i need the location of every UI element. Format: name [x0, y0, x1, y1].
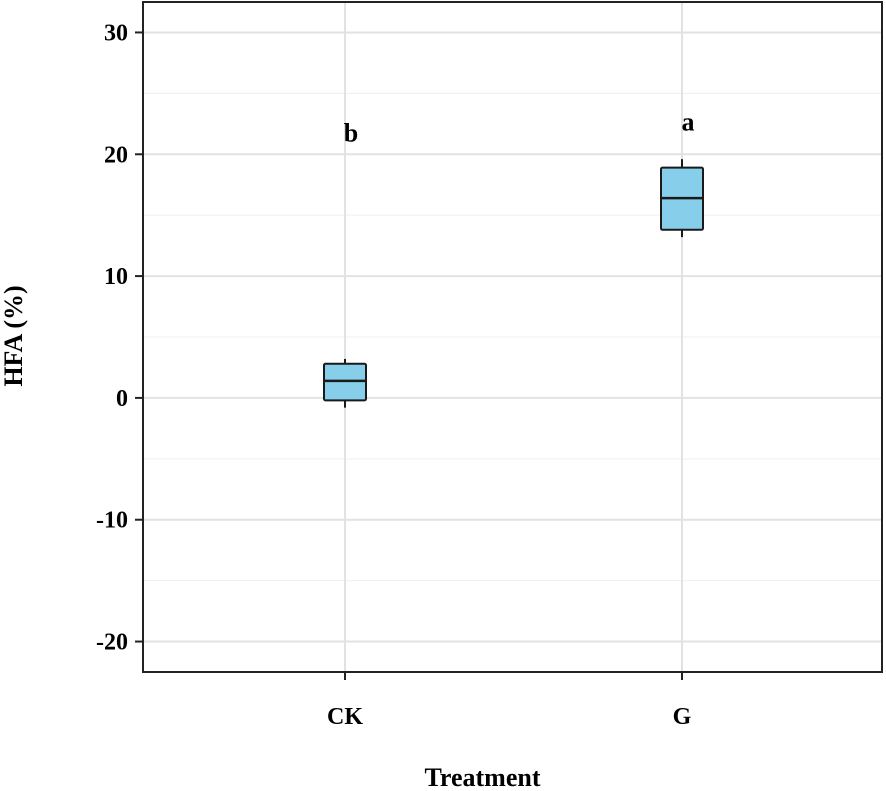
y-tick-label: 0	[116, 386, 128, 412]
y-tick-label: 20	[104, 142, 128, 168]
y-tick-label: -10	[96, 508, 128, 534]
box-layer	[323, 159, 704, 408]
box-g	[660, 159, 704, 238]
y-tick-label: 30	[104, 20, 128, 46]
significance-label: b	[344, 118, 358, 147]
significance-label: a	[682, 107, 695, 136]
x-axis-title: Treatment	[425, 763, 541, 791]
label-layer: b a -20 -10 0 10 20 30 CK G	[96, 20, 695, 730]
x-tick-label: G	[673, 704, 692, 730]
y-axis-title: HFA (%)	[0, 285, 28, 386]
x-tick-label: CK	[327, 704, 363, 730]
plot-frame	[142, 1, 883, 673]
y-tick-label: 10	[104, 264, 128, 290]
y-tick-label: -20	[96, 630, 128, 656]
grid-layer	[143, 2, 882, 672]
box-ck	[323, 358, 367, 408]
tick-layer	[135, 31, 683, 680]
